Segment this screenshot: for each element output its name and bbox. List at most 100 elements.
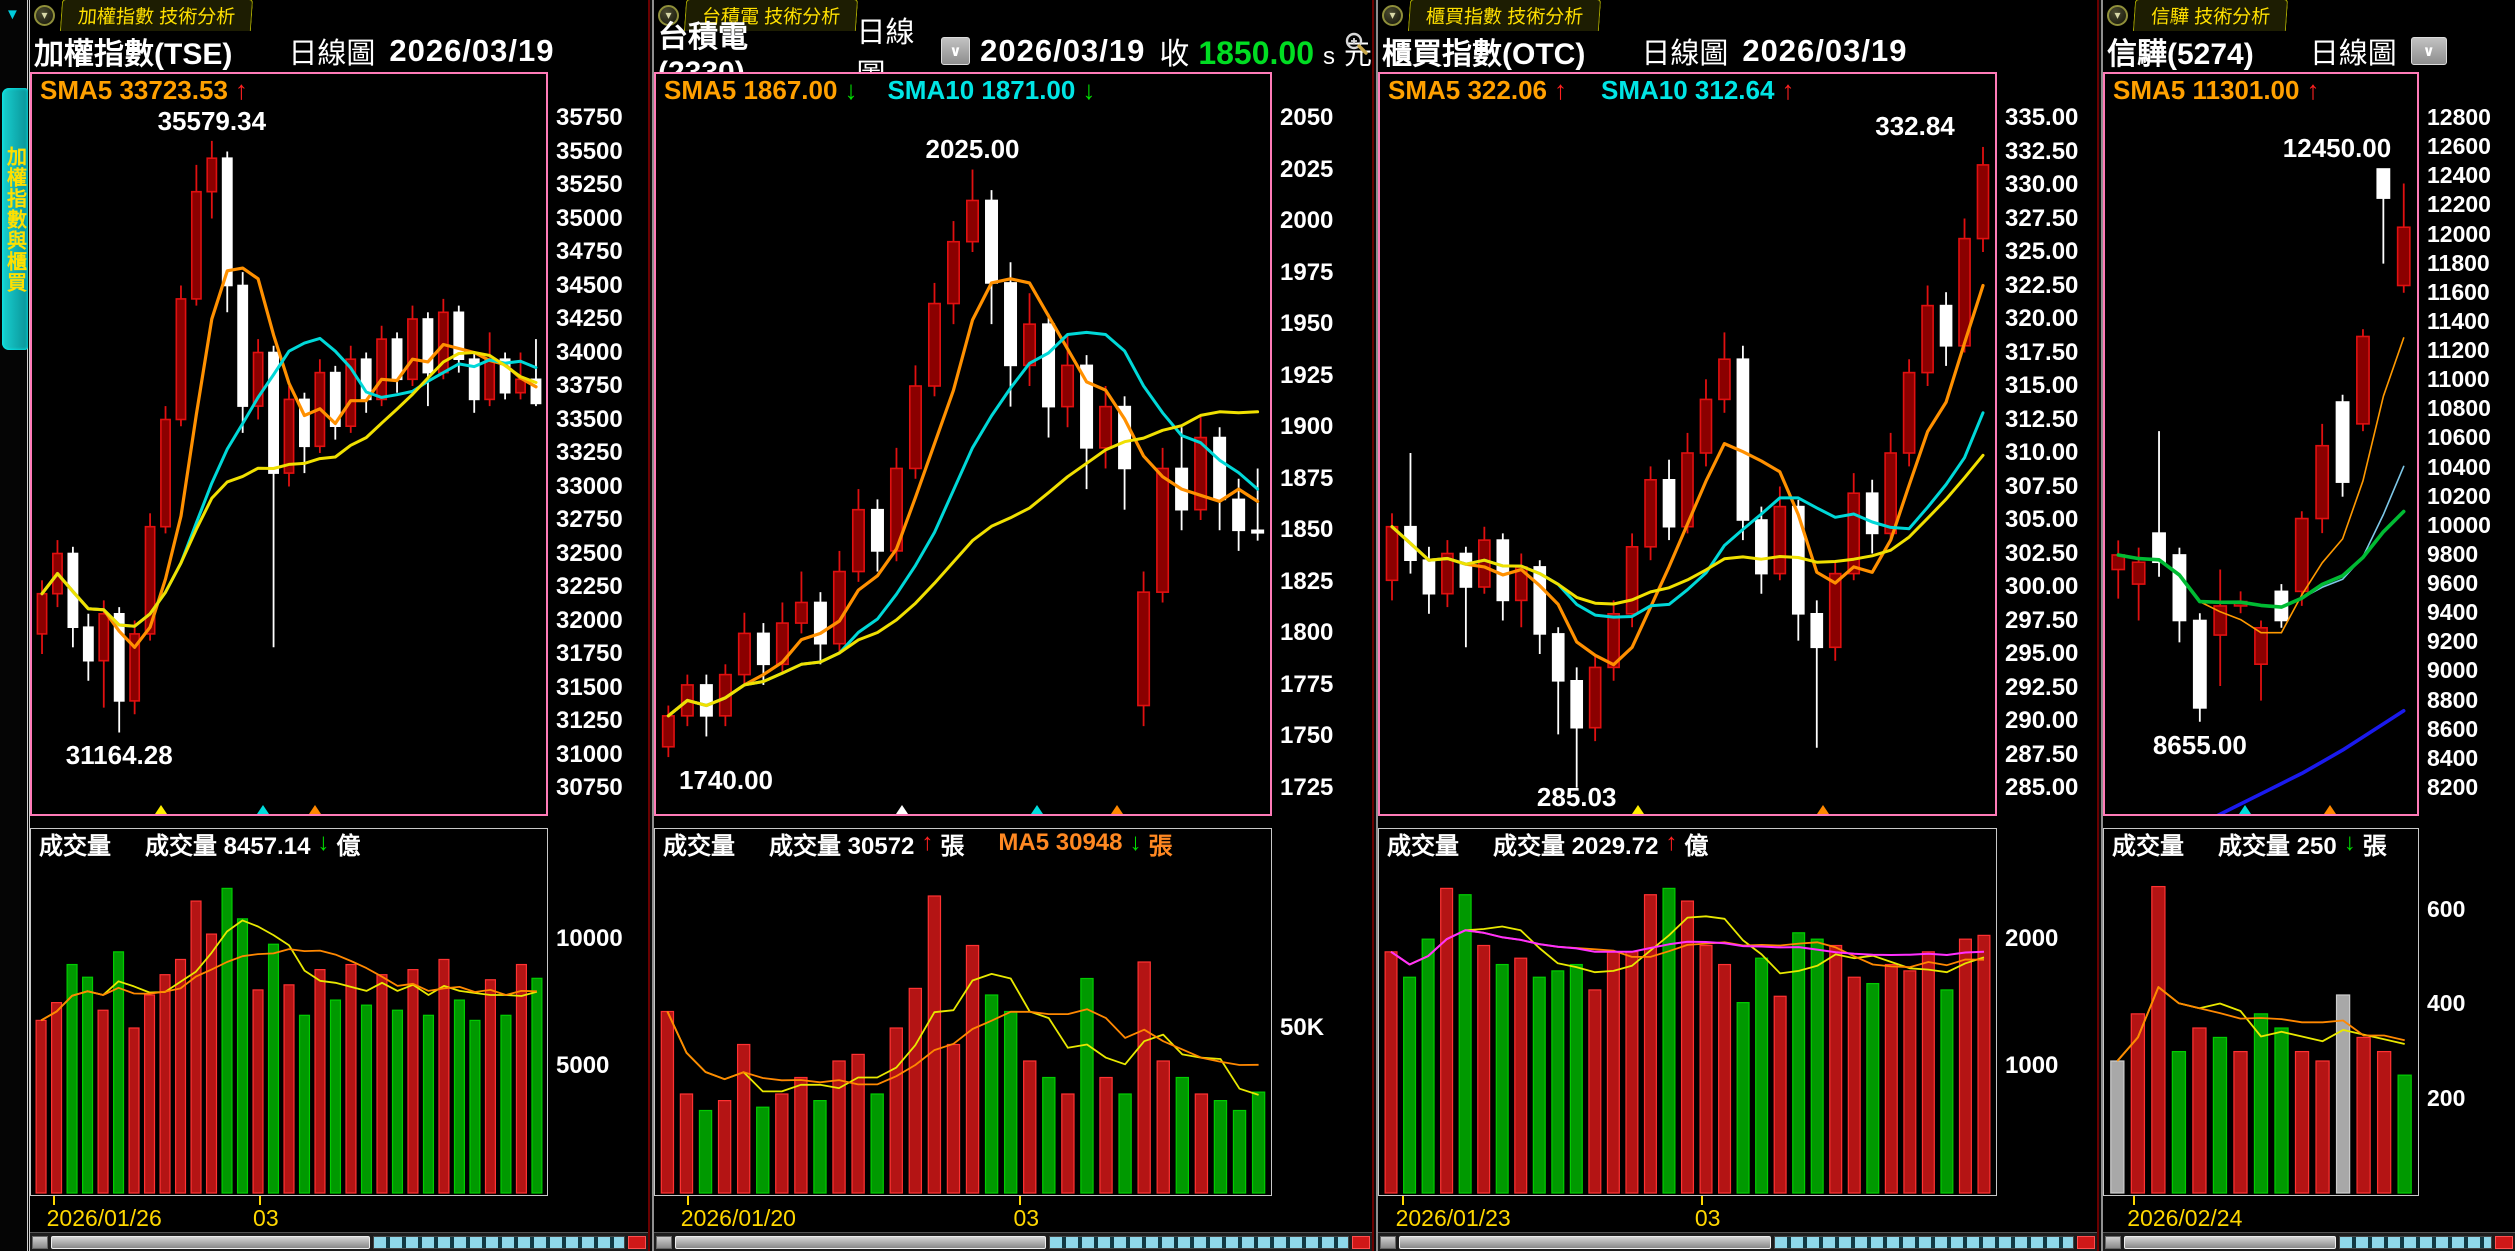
scrollbar-thumb[interactable] xyxy=(2124,1235,2337,1249)
volume-chart[interactable] xyxy=(31,857,547,1195)
legend-item: MA5 30948 xyxy=(998,829,1123,856)
scrollbar-end-button[interactable] xyxy=(1352,1235,1370,1249)
price-tick-label: 322.50 xyxy=(2005,271,2079,299)
price-tick-label: 2050 xyxy=(1280,104,1334,131)
panel-collapse-icon[interactable]: ▾ xyxy=(1382,4,1403,26)
volume-tick-label: 10000 xyxy=(556,925,623,953)
date-label: 2026/01/23 xyxy=(1395,1205,1511,1231)
volume-chart[interactable] xyxy=(655,857,1271,1195)
price-tick-label: 327.50 xyxy=(2005,204,2079,232)
scrollbar-end-button[interactable] xyxy=(2077,1235,2095,1249)
price-tick-label: 33000 xyxy=(556,472,623,500)
volume-chart[interactable] xyxy=(1379,857,1996,1195)
price-tick-label: 9200 xyxy=(2427,628,2479,655)
legend-item: ↓ xyxy=(1082,74,1096,105)
scrollbar-thumb[interactable] xyxy=(675,1235,1047,1249)
chart-date: 2026/03/19 xyxy=(1742,33,1908,68)
volume-legend: 成交量 成交量 8457.14 ↓ 億 xyxy=(31,829,547,860)
legend-item: ↑ xyxy=(234,74,248,105)
panel-header: 加權指數(TSE) 日線圖 ∨ 2026/03/19 xyxy=(30,30,648,72)
tab-otc-analysis[interactable]: 櫃買指數 技術分析 xyxy=(1407,0,1602,31)
volume-axis: 600 400 200 xyxy=(2419,828,2515,1196)
sma-marker-icon xyxy=(1110,805,1123,814)
price-tick-label: 11800 xyxy=(2427,249,2490,276)
scrollbar-left-button[interactable] xyxy=(2105,1235,2121,1249)
panel-collapse-icon[interactable]: ▾ xyxy=(658,4,679,26)
chart-type-dropdown[interactable]: ∨ xyxy=(2410,37,2447,65)
panel-collapse-icon[interactable]: ▾ xyxy=(34,4,55,26)
collapse-icon[interactable]: ▼ xyxy=(5,6,20,23)
scrollbar-left-button[interactable] xyxy=(1380,1235,1396,1249)
price-tick-label: 34250 xyxy=(556,305,623,332)
header-segment: s xyxy=(1322,43,1335,70)
price-chart[interactable]: 332.84 285.03 xyxy=(1380,106,1995,814)
scrollbar-left-button[interactable] xyxy=(32,1235,48,1249)
header-segment: 1850.00 xyxy=(1198,35,1314,71)
scrollbar-end-button[interactable] xyxy=(628,1235,646,1249)
price-tick-label: 1725 xyxy=(1280,774,1334,801)
sma-marker-icon xyxy=(154,805,167,814)
legend-item: ↑ xyxy=(1553,74,1567,105)
price-annotation: 35579.34 xyxy=(157,106,267,136)
price-tick-label: 292.50 xyxy=(2005,673,2079,701)
panel-divider xyxy=(2097,0,2103,1251)
scrollbar-thumb[interactable] xyxy=(51,1235,371,1249)
chart-type-dropdown[interactable]: ∨ xyxy=(940,37,971,65)
scrollbar[interactable] xyxy=(2103,1232,2515,1251)
price-tick-label: 33250 xyxy=(556,439,623,466)
volume-tick-label: 5000 xyxy=(556,1052,610,1080)
volume-chart-svg xyxy=(660,895,1266,1194)
price-tick-label: 32500 xyxy=(556,539,623,567)
date-label: 03 xyxy=(1013,1205,1040,1231)
price-chart[interactable]: 12450.00 8655.00 xyxy=(2105,106,2417,814)
legend-item: 億 xyxy=(1684,832,1709,860)
price-tick-label: 1975 xyxy=(1280,258,1334,286)
scrollbar-ticks[interactable] xyxy=(1049,1235,1349,1249)
price-tick-label: 32750 xyxy=(556,506,623,533)
sma-legend: SMA5 1867.00 ↓ SMA10 1871.00 ↓ xyxy=(656,74,1270,106)
price-tick-label: 35500 xyxy=(556,137,623,165)
scrollbar-left-button[interactable] xyxy=(656,1235,672,1249)
scrollbar-ticks[interactable] xyxy=(373,1235,625,1249)
scrollbar-ticks[interactable] xyxy=(2339,1235,2492,1249)
price-tick-label: 10400 xyxy=(2427,453,2491,480)
legend-item: ↓ xyxy=(2343,829,2356,856)
date-axis: 2026/01/20 03 xyxy=(654,1196,1372,1232)
sma-marker-icon xyxy=(2239,805,2252,814)
magnifier-icon[interactable] xyxy=(1343,30,1369,61)
volume-legend: 成交量 成交量 250 ↓ 張 xyxy=(2104,829,2418,860)
price-chart[interactable]: 2025.00 1740.00 xyxy=(656,106,1270,814)
sma-marker-icon xyxy=(2323,805,2336,814)
price-tick-label: 33750 xyxy=(556,372,623,399)
scrollbar[interactable] xyxy=(1378,1232,2097,1251)
legend-item: 張 xyxy=(1148,832,1173,860)
legend-item: ↓ xyxy=(844,74,858,105)
price-tick-label: 287.50 xyxy=(2005,740,2079,768)
panel-collapse-icon[interactable]: ▾ xyxy=(2107,4,2128,26)
price-chart[interactable]: 35579.34 31164.28 xyxy=(32,106,546,814)
scrollbar-ticks[interactable] xyxy=(1773,1235,2074,1249)
price-annotation: 31164.28 xyxy=(65,740,173,771)
scrollbar[interactable] xyxy=(30,1232,648,1251)
price-tick-label: 8800 xyxy=(2427,686,2479,713)
date-label: 2026/01/20 xyxy=(680,1205,796,1231)
price-annotation: 12450.00 xyxy=(2282,132,2392,163)
tab-aspeed-analysis[interactable]: 信驊 技術分析 xyxy=(2132,0,2289,31)
scrollbar-thumb[interactable] xyxy=(1399,1235,1771,1249)
volume-chart-svg xyxy=(1384,887,1991,1194)
tab-tse-analysis[interactable]: 加權指數 技術分析 xyxy=(59,0,254,31)
scrollbar-end-button[interactable] xyxy=(2495,1235,2513,1249)
chart-type-label: 日線圖 xyxy=(2309,38,2397,70)
legend-item: ↑ xyxy=(921,829,934,856)
scrollbar[interactable] xyxy=(654,1232,1372,1251)
price-tick-label: 31250 xyxy=(556,707,623,734)
legend-item: SMA5 33723.53 xyxy=(40,74,228,105)
legend-item: SMA10 312.64 xyxy=(1600,74,1775,105)
volume-tick-label: 400 xyxy=(2427,990,2466,1017)
volume-chart[interactable] xyxy=(2104,857,2418,1195)
price-tick-label: 8600 xyxy=(2427,715,2479,742)
legend-item: ↑ xyxy=(2306,74,2320,105)
sidebar-tab-weighted-otc[interactable]: 加權指數與櫃買 xyxy=(2,88,28,350)
